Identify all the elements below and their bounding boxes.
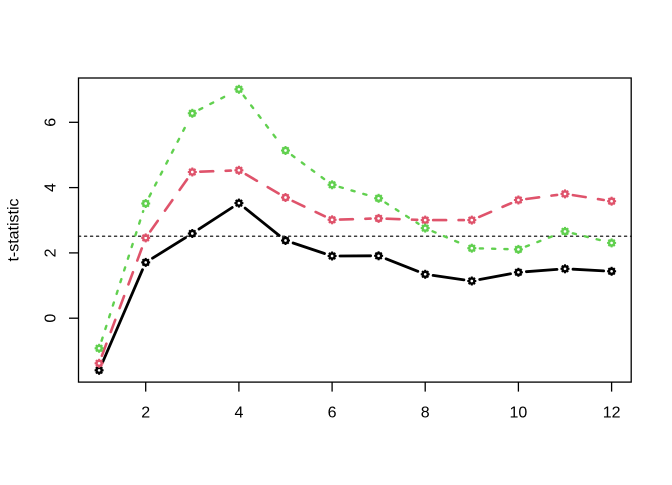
svg-text:6: 6: [328, 404, 337, 421]
svg-text:4: 4: [234, 404, 243, 421]
svg-text:6: 6: [43, 118, 60, 127]
svg-text:12: 12: [603, 404, 621, 421]
svg-text:10: 10: [510, 404, 528, 421]
svg-text:2: 2: [43, 248, 60, 257]
svg-text:t-statistic: t-statistic: [5, 198, 22, 261]
svg-text:0: 0: [43, 314, 60, 323]
svg-text:2: 2: [141, 404, 150, 421]
svg-text:8: 8: [421, 404, 430, 421]
svg-text:4: 4: [43, 183, 60, 192]
